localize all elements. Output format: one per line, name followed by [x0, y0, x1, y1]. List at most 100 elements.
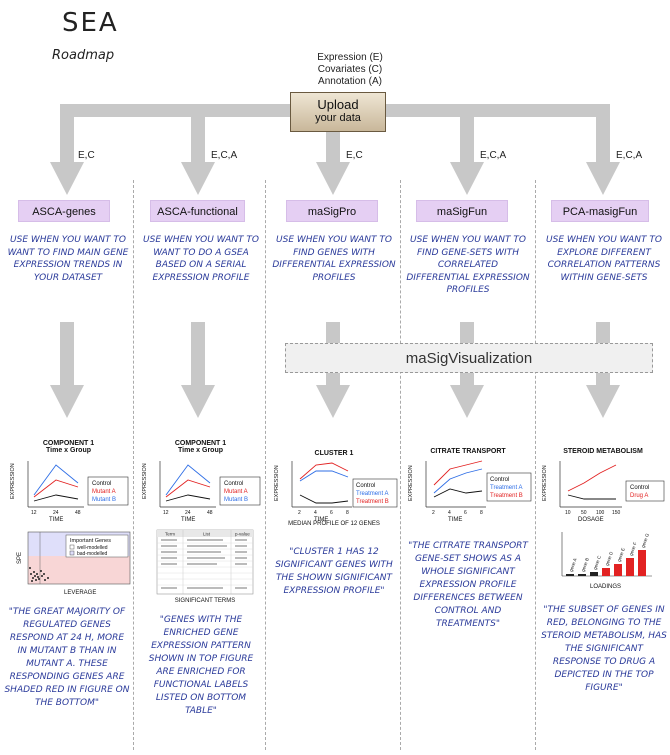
- chart-asca-functional: COMPONENT 1 Time x Group EXPRESSION 12 2…: [138, 440, 263, 525]
- chart-plot: EXPRESSION 10 50 100 150 DOSAGE Control …: [542, 461, 665, 523]
- series-mutant-a: [165, 479, 211, 498]
- chart-plot: EXPRESSION 2 4 6 8 TIME Control Treatmen…: [408, 460, 532, 523]
- legend-mutant-a: Mutant A: [92, 489, 116, 495]
- x-tick: 2: [298, 510, 301, 516]
- axis-xlabel: TIME: [314, 517, 328, 523]
- input-types: Expression (E) Covariates (C) Annotation…: [285, 52, 415, 88]
- axis-ylabel: SPE: [17, 552, 23, 564]
- bar-gene-g: [638, 550, 646, 576]
- chart-masigpro: CLUSTER 1 EXPRESSION 2 4 6 8 TIME Contro…: [270, 450, 398, 530]
- series-mutant-b: [33, 464, 79, 496]
- chart-masigfun: CITRATE TRANSPORT EXPRESSION 2 4 6 8 TIM…: [404, 448, 532, 528]
- tool-description: Use when you want to explore different c…: [546, 235, 662, 283]
- input-annotation: Annotation (A): [318, 76, 382, 87]
- loadings-svg: gene A gene B gene C gene D gene E gene …: [561, 532, 652, 590]
- axis-ylabel: EXPRESSION: [408, 465, 414, 501]
- scatter-legend-bad: bad-modelled: [77, 551, 108, 557]
- axis-xlabel: LOADINGS: [590, 584, 621, 590]
- tool-masigpro[interactable]: maSigPro: [286, 200, 378, 222]
- bar-label: gene F: [628, 541, 638, 556]
- series-mutant-a: [33, 479, 79, 498]
- x-tick: 24: [53, 510, 59, 516]
- scatter-legend: [65, 534, 129, 558]
- legend-control: Control: [224, 481, 243, 487]
- interpretation-quote: "The citrate transport gene-set shows as…: [408, 541, 528, 629]
- x-tick: 24: [185, 510, 191, 516]
- chart-pca-masigfun: STEROID METABOLISM EXPRESSION 10 50 100 …: [538, 448, 668, 528]
- series-treatment-b: [433, 460, 483, 486]
- axis-xlabel: LEVERAGE: [64, 590, 96, 596]
- series-control: [299, 494, 349, 504]
- x-tick: 150: [612, 510, 621, 516]
- tool-pca-masigfun[interactable]: PCA-masigFun: [551, 200, 649, 222]
- tool-description: Use when you want to find gene-sets with…: [406, 235, 530, 295]
- sea-subtitle: Roadmap: [52, 48, 115, 63]
- column-divider: [265, 180, 266, 750]
- bar-label: gene D: [604, 550, 614, 566]
- chart-title: COMPONENT 1: [174, 440, 227, 447]
- legend-mutant-a: Mutant A: [224, 489, 248, 495]
- bar-label: gene C: [592, 554, 602, 570]
- upload-button[interactable]: Upload your data: [290, 92, 386, 132]
- chart-plot: EXPRESSION 2 4 6 8 TIME Control Treatmen…: [274, 461, 398, 523]
- legend-box: [219, 476, 261, 506]
- interpretation-quote: "Genes with the enriched gene expression…: [148, 615, 254, 716]
- legend-box: [87, 476, 129, 506]
- tool-description: Use when you want to want to do a GSEA b…: [143, 235, 259, 283]
- chart-title: STEROID METABOLISM: [563, 448, 643, 455]
- x-tick: 100: [596, 510, 605, 516]
- legend-box: [486, 472, 532, 502]
- x-tick: 48: [75, 510, 81, 516]
- axis-xlabel: TIME: [49, 517, 63, 523]
- table-svg: Term List p-value: [156, 529, 254, 595]
- series-control: [33, 494, 79, 502]
- table-header-term: Term: [165, 532, 175, 537]
- chart-title: CLUSTER 1: [314, 450, 354, 457]
- axis-ylabel: EXPRESSION: [274, 465, 280, 501]
- bar-gene-f: [626, 558, 634, 576]
- tool-masigfun[interactable]: maSigFun: [416, 200, 508, 222]
- axis-ylabel: EXPRESSION: [142, 463, 148, 499]
- legend-box: [625, 480, 665, 502]
- legend-treatment-a: Treatment A: [490, 485, 522, 491]
- x-tick: 48: [207, 510, 213, 516]
- axis-xlabel: DOSAGE: [578, 517, 604, 523]
- bar-gene-e: [614, 564, 622, 576]
- bar-gene-c: [590, 572, 598, 576]
- chart-asca-genes: COMPONENT 1 Time x Group EXPRESSION 12 2…: [6, 440, 131, 525]
- series-control: [567, 494, 616, 500]
- column-divider: [133, 180, 134, 750]
- chart-caption: MEDIAN PROFILE OF 12 GENES: [288, 521, 380, 527]
- edge-label: E,C,A: [211, 150, 238, 161]
- sea-title: SEA: [62, 8, 119, 38]
- axis-xlabel: TIME: [181, 517, 195, 523]
- edge-label: E,C,A: [480, 150, 507, 161]
- x-tick: 50: [581, 510, 587, 516]
- loadings-chart: gene A gene B gene C gene D gene E gene …: [556, 530, 656, 596]
- scatter-plot: Important Genes well-modelled bad-modell…: [8, 530, 132, 602]
- axis-ylabel: EXPRESSION: [10, 463, 16, 499]
- legend-treatment-b: Treatment B: [490, 493, 523, 499]
- column-divider: [400, 180, 401, 750]
- legend-control: Control: [356, 483, 375, 489]
- legend-mutant-b: Mutant B: [224, 497, 248, 503]
- x-tick: 2: [432, 510, 435, 516]
- chart-subtitle: Time x Group: [46, 447, 91, 454]
- significant-terms-table: Term List p-value SIGNIFICANT TERMS: [155, 528, 255, 610]
- bar-label: gene E: [616, 547, 626, 562]
- table-header-pvalue: p-value: [235, 532, 250, 537]
- input-covariates: Covariates (C): [317, 64, 383, 75]
- legend-control: Control: [630, 485, 649, 491]
- legend-box: [352, 478, 398, 508]
- chart-title: COMPONENT 1: [42, 440, 95, 447]
- tool-asca-genes[interactable]: ASCA-genes: [18, 200, 110, 222]
- masig-visualization-bar[interactable]: maSigVisualization: [285, 343, 653, 373]
- tool-asca-functional[interactable]: ASCA-functional: [150, 200, 245, 222]
- upload-label: Upload: [317, 97, 359, 112]
- series-control: [165, 494, 211, 502]
- interpretation-quote: "The great majority of regulated genes r…: [4, 607, 130, 708]
- bar-label: gene A: [568, 557, 577, 572]
- axis-ylabel: EXPRESSION: [542, 465, 548, 501]
- scatter-legend-well: well-modelled: [77, 545, 108, 551]
- chart-subtitle: Time x Group: [178, 447, 223, 454]
